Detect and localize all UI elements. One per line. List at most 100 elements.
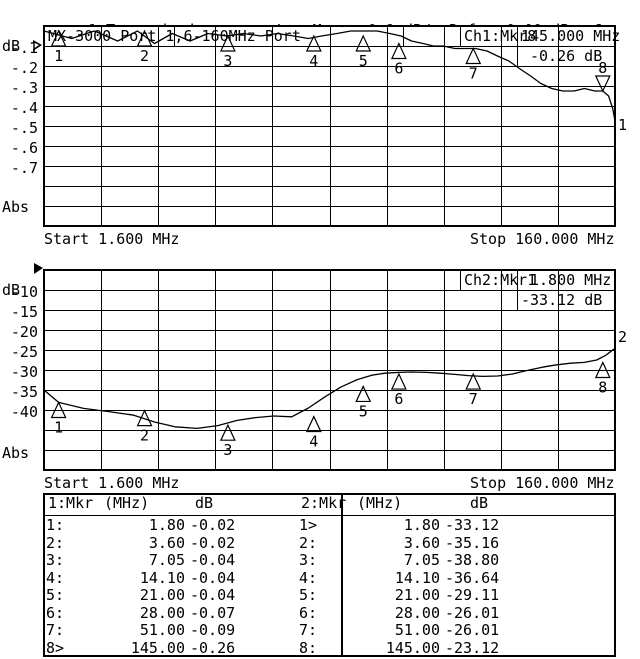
gridline-h <box>44 370 615 371</box>
y-tick-label: -.1 <box>10 39 38 57</box>
marker-5: 5 <box>355 385 372 420</box>
marker-5: 5 <box>355 34 372 70</box>
marker-row-frequency: 145.00 <box>130 638 185 657</box>
marker-row-frequency: 21.00 <box>394 586 440 604</box>
gridline-v <box>215 270 216 470</box>
marker-row-frequency: 1.80 <box>148 516 185 534</box>
gridline-h <box>44 430 615 431</box>
marker-row-frequency: 14.10 <box>139 568 185 587</box>
marker-row-index: 5: <box>46 586 65 604</box>
marker-row-db: -29.11 <box>445 586 500 604</box>
marker-label: 2 <box>140 47 149 65</box>
marker-row-db: -33.12 <box>445 516 500 534</box>
marker-row-index: 8: <box>299 638 318 657</box>
channel1-reference-position-icon <box>33 40 42 51</box>
y-tick-label: -.6 <box>10 139 38 157</box>
y-tick-label: -.5 <box>10 119 38 137</box>
marker-label: 6 <box>394 390 403 408</box>
marker-table-1-header-freq: (MHz) <box>104 494 150 512</box>
marker-row-db: -35.16 <box>445 533 500 552</box>
marker-6: 6 <box>390 42 407 78</box>
gridline-h <box>44 390 615 391</box>
marker-6: 6 <box>390 372 407 408</box>
channel2-active-marker-label: Ch2:Mkr1 <box>464 273 536 288</box>
marker-row-db: -26.01 <box>445 603 500 622</box>
marker-row-frequency: 51.00 <box>139 621 185 639</box>
gridline-h <box>44 46 615 47</box>
marker-row-db: -0.02 <box>190 533 236 552</box>
marker-label: 7 <box>469 65 478 83</box>
channel1-active-marker-value: -0.26 dB <box>530 47 603 65</box>
marker-row-frequency: 14.10 <box>394 568 440 587</box>
marker-row-db: -0.07 <box>190 603 236 622</box>
marker-4: 4 <box>305 34 322 70</box>
anno-div-1 <box>174 26 175 46</box>
marker-row-index: 5: <box>299 586 318 604</box>
marker-table-1-header-db: dB <box>195 494 214 512</box>
channel1-sweep-mode: Abs <box>2 198 30 216</box>
marker-row-index: 6: <box>46 603 65 622</box>
marker-row-frequency: 7.05 <box>403 551 440 569</box>
marker-label: 5 <box>359 402 368 420</box>
gridline-h <box>44 166 615 167</box>
gridline-h <box>44 86 615 87</box>
channel2-trace-end-label: 2 <box>618 328 628 346</box>
marker-row-db: -0.02 <box>190 516 236 534</box>
marker-row-frequency: 1.80 <box>403 516 440 534</box>
channel1-start-frequency: Start 1.600 MHz <box>44 230 180 248</box>
marker-8: 8 <box>594 361 611 396</box>
marker-row-db: -38.80 <box>445 551 500 569</box>
y-tick-label: -40 <box>10 403 38 421</box>
marker-table-2-header-channel: 2:Mkr <box>301 494 347 512</box>
gridline-v <box>501 26 502 226</box>
marker-2: 2 <box>136 409 153 445</box>
trace-line <box>43 30 616 122</box>
marker-8: 8 <box>594 59 611 93</box>
gridline-v <box>387 270 388 470</box>
marker-7: 7 <box>465 372 482 408</box>
marker-label: 8 <box>598 59 607 77</box>
y-tick-label: -.2 <box>10 59 38 77</box>
marker-label: 4 <box>309 433 318 451</box>
marker-row-db: -36.64 <box>445 568 500 587</box>
anno-div-3 <box>460 26 461 46</box>
marker-row-index: 8> <box>46 638 65 657</box>
gridline-h <box>44 410 615 411</box>
marker-4: 4 <box>305 415 322 451</box>
marker-row-db: -0.09 <box>190 621 236 639</box>
channel2-stop-frequency: Stop 160.000 MHz <box>470 474 615 492</box>
gridline-v <box>330 26 331 226</box>
channel1-trace-end-label: 1 <box>618 116 628 134</box>
gridline-v <box>330 270 331 470</box>
gridline-h <box>44 290 615 291</box>
marker-row-db: -26.01 <box>445 621 500 639</box>
marker-label: 5 <box>359 52 368 70</box>
gridline-v <box>501 270 502 470</box>
channel2-reference-position-icon <box>34 263 43 274</box>
gridline-h <box>44 186 615 187</box>
gridline-v <box>272 270 273 470</box>
marker-table-2-header-db: dB <box>470 494 489 512</box>
marker-row-index: 2: <box>299 533 318 552</box>
trace-line <box>43 347 616 430</box>
marker-7: 7 <box>465 47 482 83</box>
marker-row-db: -0.04 <box>190 586 236 604</box>
gridline-h <box>44 310 615 311</box>
channel2-active-marker-freq: 1.800 MHz <box>530 271 612 289</box>
gridline-v <box>101 270 102 470</box>
marker-3: 3 <box>219 34 236 70</box>
marker-row-frequency: 28.00 <box>139 603 185 622</box>
gridline-h <box>44 350 615 351</box>
marker-label: 6 <box>394 60 403 78</box>
marker-3: 3 <box>219 423 236 459</box>
y-tick-label: -.4 <box>10 99 38 117</box>
gridline-v <box>558 26 559 226</box>
marker-label: 2 <box>140 427 149 445</box>
marker-row-frequency: 7.05 <box>148 551 185 569</box>
gridline-v <box>444 270 445 470</box>
marker-row-frequency: 145.00 <box>385 638 440 657</box>
y-tick-label: -25 <box>10 343 38 361</box>
marker-1: 1 <box>50 401 67 436</box>
marker-row-frequency: 3.60 <box>403 533 440 552</box>
